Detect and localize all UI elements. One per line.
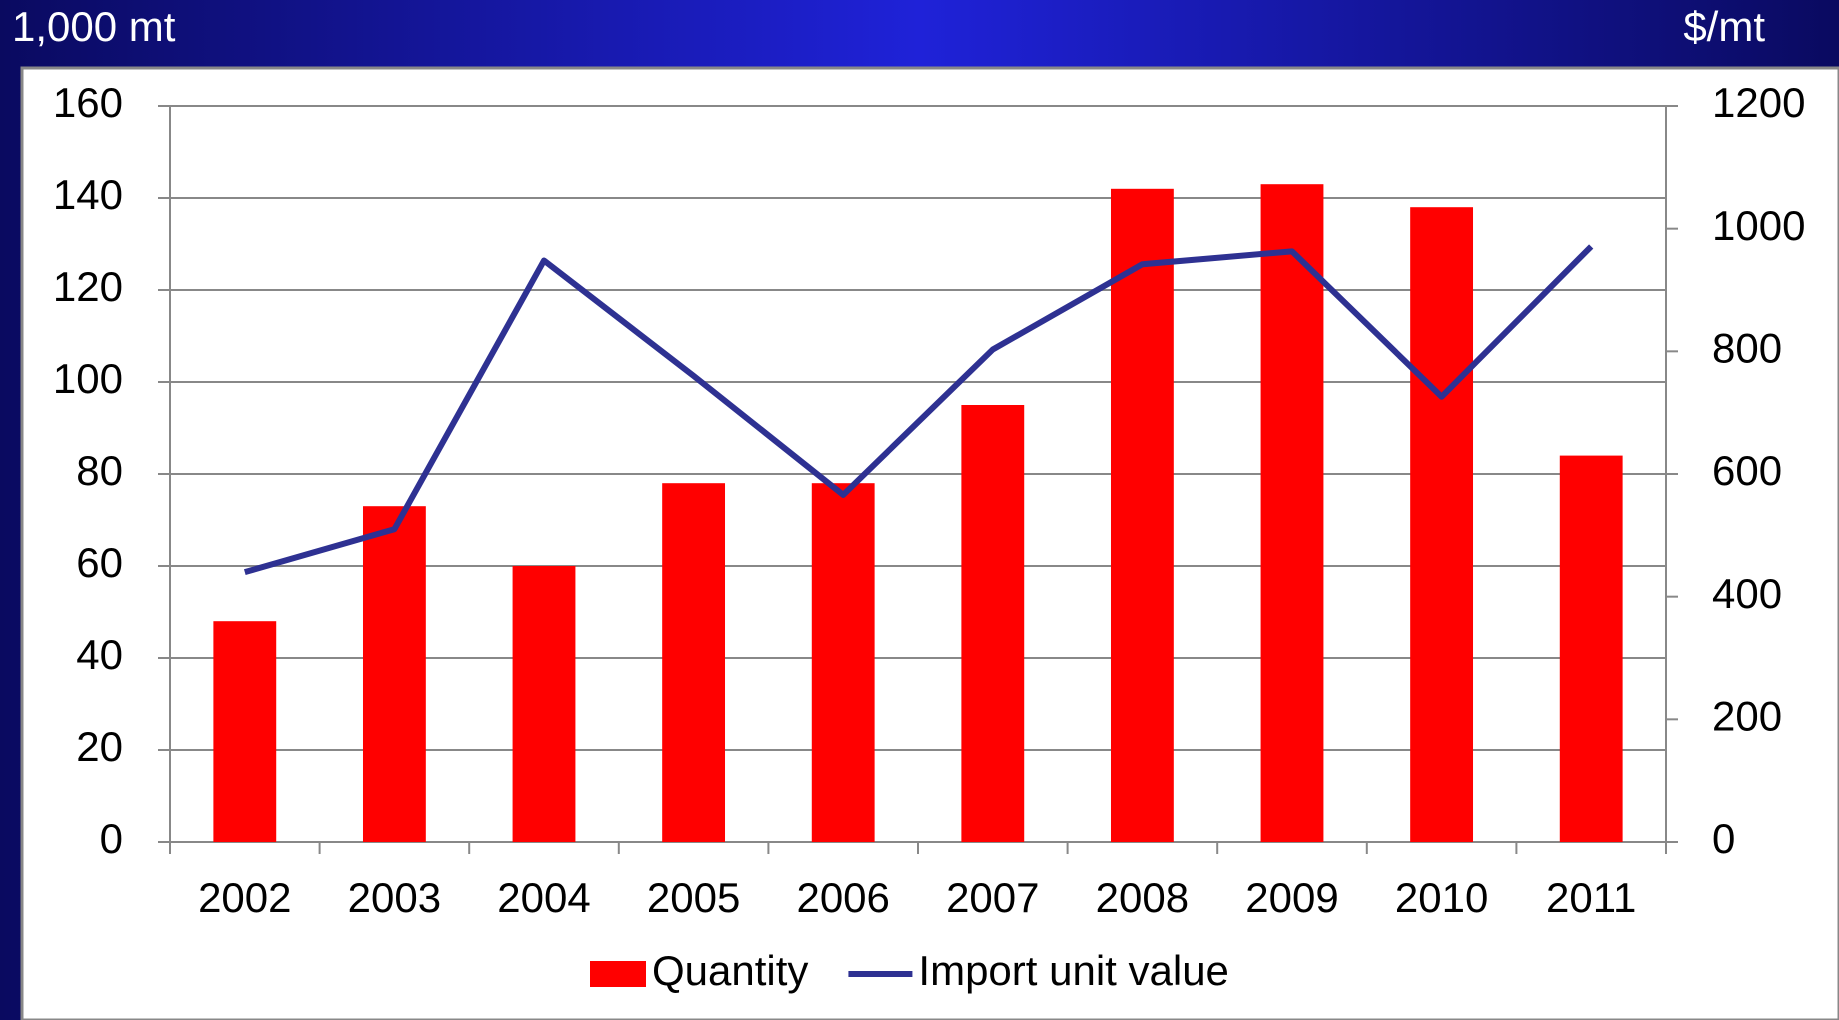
y2-tick-label: 800 [1712,324,1782,371]
y-tick-label: 80 [76,447,123,494]
x-tick-label: 2011 [1546,874,1636,921]
bar [662,483,726,842]
x-tick-label: 2009 [1245,874,1338,921]
x-tick-label: 2007 [946,874,1039,921]
y-tick-label: 120 [53,263,123,310]
y2-tick-label: 1200 [1712,79,1805,126]
legend-swatch [590,961,646,987]
y-axis-label: 1,000 mt [12,3,176,50]
y2-tick-label: 0 [1712,815,1735,862]
x-tick-label: 2010 [1395,874,1488,921]
y2-axis-label: $/mt [1683,3,1765,50]
panel [20,66,1839,1020]
bar [1260,184,1324,842]
y2-tick-label: 400 [1712,570,1782,617]
x-tick-label: 2006 [796,874,889,921]
y-tick-label: 60 [76,539,123,586]
y-tick-label: 40 [76,631,123,678]
bar [1559,455,1623,842]
bar [1110,188,1174,843]
bar [512,566,576,842]
x-tick-label: 2005 [647,874,740,921]
y-tick-label: 160 [53,79,123,126]
y-tick-label: 100 [53,355,123,402]
legend-label: Quantity [652,947,808,994]
bar [811,483,875,842]
bar [1410,207,1474,842]
x-tick-label: 2002 [198,874,291,921]
y-tick-label: 20 [76,723,123,770]
bar [961,405,1025,842]
y-tick-label: 140 [53,171,123,218]
x-tick-label: 2003 [348,874,441,921]
bar [213,621,277,842]
y2-tick-label: 200 [1712,692,1782,739]
x-tick-label: 2008 [1096,874,1189,921]
line [243,244,1594,576]
y2-tick-label: 600 [1712,447,1782,494]
legend-label: Import unit value [918,947,1229,994]
bar [362,506,426,842]
y2-tick-label: 1000 [1712,202,1805,249]
x-tick-label: 2004 [497,874,590,921]
y-tick-label: 0 [100,815,123,862]
